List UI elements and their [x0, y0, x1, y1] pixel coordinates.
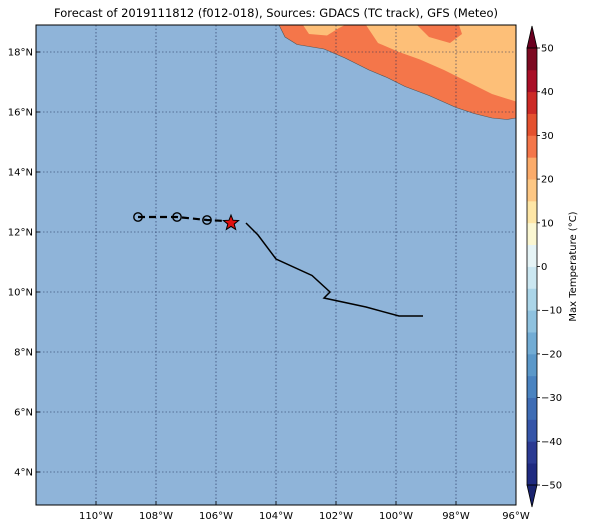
land-hot-patch [417, 25, 462, 43]
colorbar-tick-label: −10 [541, 306, 562, 317]
lat-tick-label: 8°N [14, 348, 33, 359]
colorbar-level [527, 222, 537, 246]
colorbar-level [527, 200, 537, 224]
colorbar-level [527, 463, 537, 486]
lon-tick-label: 98°W [442, 511, 470, 522]
lat-tick-label: 10°N [8, 288, 33, 299]
lat-tick-label: 14°N [8, 168, 33, 179]
colorbar-level [527, 397, 537, 420]
lon-tick-label: 110°W [79, 511, 113, 522]
colorbar-under-arrow [526, 484, 538, 508]
lon-tick-label: 96°W [502, 511, 530, 522]
colorbar-level [527, 332, 537, 355]
colorbar-tick-label: 30 [541, 131, 554, 142]
lon-tick-label: 100°W [379, 511, 413, 522]
current-position-star [222, 213, 240, 231]
lat-tick-label: 6°N [14, 408, 33, 419]
lat-tick-label: 16°N [8, 108, 33, 119]
colorbar-level [527, 310, 537, 333]
lat-tick-label: 4°N [14, 468, 33, 479]
colorbar-over-arrow [526, 25, 538, 49]
colorbar-label: Max Temperature (°C) [568, 211, 579, 321]
land-temperature-layer [278, 25, 516, 120]
colorbar-level [527, 69, 537, 93]
colorbar-level [527, 353, 537, 377]
land-warm-zone [366, 25, 516, 102]
colorbar-tick-label: −20 [541, 349, 562, 360]
axis-ticks: 110°W 108°W 106°W 104°W 102°W 100°W 98°W 96°W 4°… [8, 48, 530, 523]
colorbar-tick-label: 10 [541, 218, 554, 229]
colorbar-level [527, 244, 537, 267]
past-track-line [245, 222, 423, 317]
colorbar-level [527, 179, 537, 202]
colorbar-level [527, 91, 537, 114]
colorbar-level [527, 441, 537, 464]
lon-tick-label: 106°W [199, 511, 233, 522]
land-warm-zone [303, 25, 345, 36]
colorbar-level [527, 113, 537, 136]
colorbar-tick-label: −30 [541, 393, 562, 404]
colorbar-level [527, 288, 537, 311]
lon-tick-label: 104°W [259, 511, 293, 522]
lat-tick-label: 18°N [8, 48, 33, 59]
forecast-track-line [138, 215, 235, 223]
tc-track [133, 212, 423, 317]
forecast-position-marker [202, 215, 212, 225]
lat-tick-label: 12°N [8, 228, 33, 239]
lon-tick-label: 102°W [319, 511, 353, 522]
colorbar-tick-label: −50 [541, 481, 562, 492]
colorbar-level [527, 375, 537, 398]
colorbar-level [527, 135, 537, 158]
colorbar-level [527, 48, 537, 71]
lon-tick-label: 108°W [139, 511, 173, 522]
colorbar-level [527, 266, 537, 289]
colorbar: 50 40 30 20 10 0 −10 −20 −30 −40 −50 Max Temperatur… [526, 25, 579, 508]
colorbar-level [527, 419, 537, 442]
colorbar-tick-label: −40 [541, 437, 562, 448]
forecast-position-marker [172, 212, 182, 222]
colorbar-level [527, 157, 537, 180]
colorbar-tick-label: 20 [541, 175, 554, 186]
graticule [36, 25, 516, 505]
colorbar-tick-label: 0 [541, 262, 547, 273]
map-title: Forecast of 2019111812 (f012-018), Sourc… [54, 6, 498, 20]
forecast-position-marker [133, 212, 143, 222]
colorbar-tick-label: 50 [541, 44, 554, 55]
colorbar-tick-label: 40 [541, 87, 554, 98]
